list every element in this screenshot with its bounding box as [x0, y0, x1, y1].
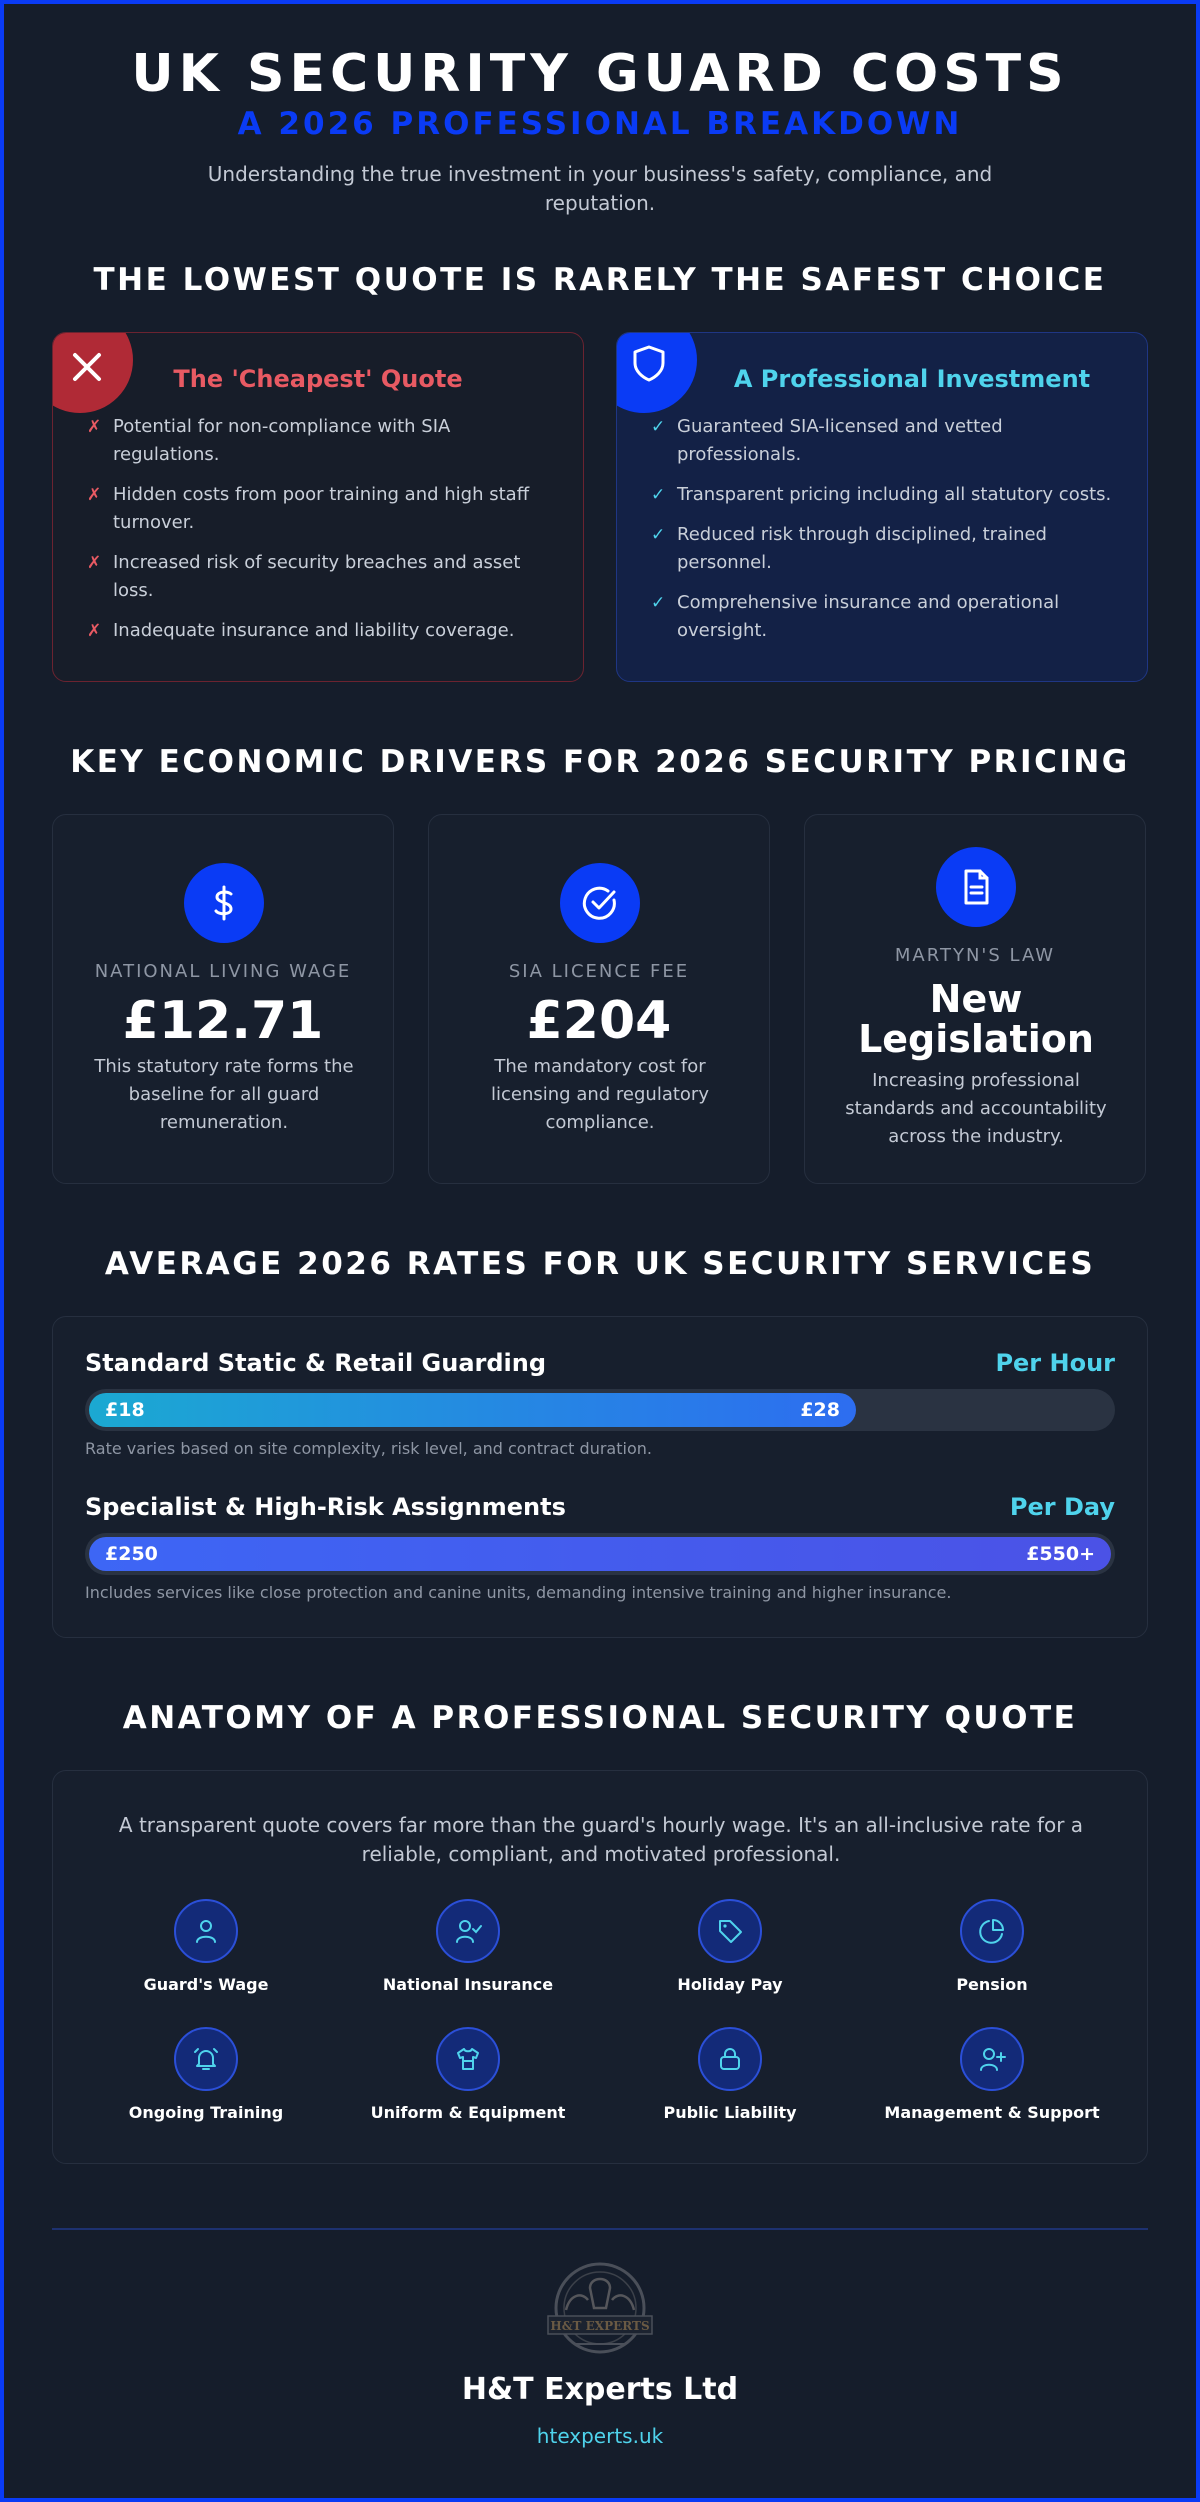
page-title: UK SECURITY GUARD COSTS	[131, 44, 1069, 104]
cheapest-quote-heading: The 'Cheapest' Quote	[173, 365, 463, 393]
driver-description: Increasing professional standards and ac…	[845, 1070, 1107, 1147]
comparison-section-title: THE LOWEST QUOTE IS RARELY THE SAFEST CH…	[93, 262, 1107, 298]
dollar-icon	[184, 863, 264, 943]
anatomy-label: National Insurance	[382, 1975, 554, 1994]
list-item: ✗ Increased risk of security breaches and…	[87, 549, 553, 605]
driver-value: £204	[526, 991, 672, 1051]
professional-investment-card: A Professional Investment ✓ Guaranteed SI…	[616, 332, 1148, 682]
list-item: ✓ Comprehensive insurance and operational…	[651, 589, 1117, 645]
list-item: ✗ Hidden costs from poor training and hig…	[87, 481, 553, 537]
rate-unit: Per Hour	[995, 1349, 1115, 1377]
anatomy-label: Holiday Pay	[677, 1975, 783, 1994]
anatomy-item-public-liability: Public Liability	[599, 2027, 861, 2122]
driver-value: £12.71	[122, 991, 324, 1051]
anatomy-item-national-insurance: National Insurance	[337, 1899, 599, 1994]
rates-card: Standard Static & Retail Guarding Per Ho…	[52, 1316, 1148, 1638]
shield-icon	[633, 345, 665, 382]
user-check-icon	[436, 1899, 500, 1963]
check-icon: ✓	[651, 417, 666, 437]
check-icon: ✓	[651, 485, 666, 505]
check-icon: ✓	[651, 525, 666, 545]
anatomy-label: Public Liability	[663, 2103, 797, 2122]
cheapest-quote-card: The 'Cheapest' Quote ✗ Potential for non-…	[52, 332, 584, 682]
driver-card-sia-fee: SIA LICENCE FEE £204 The mandatory cost …	[428, 814, 770, 1184]
lock-icon	[698, 2027, 762, 2091]
driver-card-martyns-law: MARTYN'S LAW New Legislation Increasing …	[804, 814, 1146, 1184]
shirt-icon	[436, 2027, 500, 2091]
anatomy-item-management-support: Management & Support	[861, 2027, 1123, 2122]
rate-high: £28	[800, 1399, 840, 1421]
document-icon	[936, 847, 1016, 927]
driver-description: The mandatory cost for licensing and reg…	[491, 1056, 709, 1133]
website-link[interactable]: htexperts.uk	[536, 2424, 664, 2448]
list-item: ✓ Reduced risk through disciplined, train…	[651, 521, 1117, 577]
anatomy-section-title: ANATOMY OF A PROFESSIONAL SECURITY QUOTE	[122, 1700, 1078, 1736]
driver-card-living-wage: NATIONAL LIVING WAGE £12.71 This statuto…	[52, 814, 394, 1184]
list-item: ✗ Inadequate insurance and liability cove…	[87, 617, 553, 645]
cross-icon: ✗	[87, 417, 102, 437]
tag-icon	[698, 1899, 762, 1963]
bell-icon	[174, 2027, 238, 2091]
anatomy-item-guards-wage: Guard's Wage	[75, 1899, 337, 1994]
rate-high: £550+	[1026, 1543, 1095, 1565]
rate-title: Specialist & High-Risk Assignments	[85, 1493, 566, 1521]
cross-icon: ✗	[87, 485, 102, 505]
close-icon	[73, 353, 101, 381]
anatomy-label: Guard's Wage	[143, 1975, 269, 1994]
rate-bar-fill: £250 £550+	[89, 1537, 1111, 1571]
cheapest-quote-list: ✗ Potential for non-compliance with SIA r…	[87, 413, 553, 657]
cross-icon: ✗	[87, 621, 102, 641]
rate-unit: Per Day	[1009, 1493, 1115, 1521]
anatomy-label: Ongoing Training	[128, 2103, 284, 2122]
list-item: ✗ Potential for non-compliance with SIA r…	[87, 413, 553, 469]
footer-divider	[52, 2228, 1148, 2230]
professional-investment-heading: A Professional Investment	[733, 365, 1091, 393]
rate-note: Includes services like close protection …	[85, 1583, 952, 1602]
anatomy-label: Management & Support	[884, 2103, 1100, 2122]
rate-note: Rate varies based on site complexity, ri…	[85, 1439, 652, 1458]
rates-section-title: AVERAGE 2026 RATES FOR UK SECURITY SERVI…	[104, 1246, 1096, 1282]
rate-bar-track: £18 £28	[85, 1389, 1115, 1431]
rate-low: £250	[105, 1543, 158, 1565]
cross-icon: ✗	[87, 553, 102, 573]
company-name: H&T Experts Ltd	[461, 2372, 739, 2407]
anatomy-item-ongoing-training: Ongoing Training	[75, 2027, 337, 2122]
page-description: Understanding the true investment in you…	[207, 162, 993, 215]
drivers-section-title: KEY ECONOMIC DRIVERS FOR 2026 SECURITY P…	[70, 744, 1130, 780]
svg-text:H&T EXPERTS: H&T EXPERTS	[550, 2319, 649, 2333]
page-subtitle: A 2026 PROFESSIONAL BREAKDOWN	[237, 106, 963, 142]
rate-low: £18	[105, 1399, 145, 1421]
anatomy-label: Pension	[956, 1975, 1028, 1994]
anatomy-label: Uniform & Equipment	[370, 2103, 566, 2122]
user-icon	[174, 1899, 238, 1963]
anatomy-item-pension: Pension	[861, 1899, 1123, 1994]
check-icon: ✓	[651, 593, 666, 613]
rate-bar-track: £250 £550+	[85, 1533, 1115, 1575]
check-circle-icon	[560, 863, 640, 943]
driver-value: New Legislation	[858, 977, 1094, 1061]
company-logo: H&T EXPERTS	[547, 2262, 653, 2354]
driver-label: MARTYN'S LAW	[894, 945, 1056, 966]
list-item: ✓ Transparent pricing including all statu…	[651, 481, 1117, 509]
rate-title: Standard Static & Retail Guarding	[85, 1349, 547, 1377]
user-plus-icon	[960, 2027, 1024, 2091]
anatomy-item-holiday-pay: Holiday Pay	[599, 1899, 861, 1994]
anatomy-intro: A transparent quote covers far more than…	[118, 1813, 1084, 1866]
driver-label: SIA LICENCE FEE	[508, 961, 690, 982]
driver-description: This statutory rate forms the baseline f…	[94, 1056, 354, 1133]
rate-bar-fill: £18 £28	[89, 1393, 856, 1427]
anatomy-card: A transparent quote covers far more than…	[52, 1770, 1148, 2164]
anatomy-item-uniform-equipment: Uniform & Equipment	[337, 2027, 599, 2122]
driver-label: NATIONAL LIVING WAGE	[94, 961, 352, 982]
professional-investment-list: ✓ Guaranteed SIA-licensed and vetted prof…	[651, 413, 1117, 657]
pie-chart-icon	[960, 1899, 1024, 1963]
list-item: ✓ Guaranteed SIA-licensed and vetted prof…	[651, 413, 1117, 469]
